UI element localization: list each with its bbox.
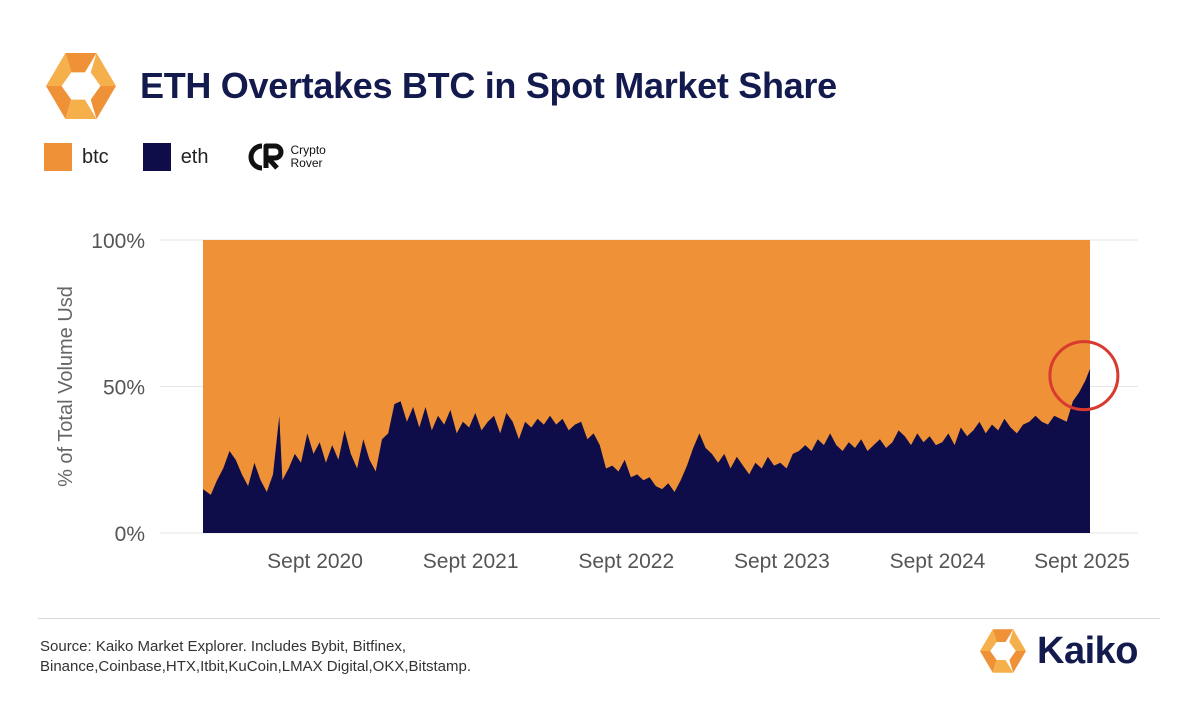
legend: btc eth Crypto Rover (44, 142, 326, 172)
watermark-line2: Rover (290, 156, 323, 170)
kaiko-logo-icon (46, 52, 116, 120)
x-tick-label: Sept 2023 (734, 550, 830, 573)
y-axis-ticks: 0% 50% 100% (91, 230, 145, 546)
x-tick-label: Sept 2024 (890, 550, 986, 573)
legend-item-btc: btc (44, 143, 109, 171)
y-tick-label: 50% (103, 377, 145, 400)
x-tick-label: Sept 2020 (267, 550, 363, 573)
page-title: ETH Overtakes BTC in Spot Market Share (140, 65, 837, 106)
brand-name: Kaiko (1037, 629, 1138, 672)
header: ETH Overtakes BTC in Spot Market Share (42, 46, 837, 126)
crypto-rover-watermark: Crypto Rover (245, 142, 326, 172)
source-line-1: Source: Kaiko Market Explorer. Includes … (40, 638, 406, 655)
footer-divider (38, 618, 1160, 619)
x-tick-label: Sept 2021 (423, 550, 519, 573)
legend-swatch-btc (44, 143, 72, 171)
eth-area (203, 368, 1090, 533)
legend-swatch-eth (142, 143, 171, 171)
highlight-circle (1048, 340, 1120, 412)
y-axis-label: % of Total Volume Usd (55, 286, 77, 487)
legend-item-eth: eth (142, 143, 209, 171)
y-tick-label: 100% (91, 230, 145, 253)
x-axis-ticks: Sept 2020 Sept 2021 Sept 2022 Sept 2023 Sept… (267, 550, 1130, 573)
legend-label-btc: btc (82, 145, 109, 168)
x-tick-label: Sept 2022 (578, 550, 674, 573)
y-tick-label: 0% (115, 523, 145, 546)
source-line-2: Binance,Coinbase,HTX,Itbit,KuCoin,LMAX D… (40, 658, 472, 675)
kaiko-logo-icon (980, 629, 1027, 673)
watermark-line1: Crypto (290, 143, 326, 157)
crypto-rover-icon (248, 143, 283, 171)
legend-label-eth: eth (180, 145, 209, 168)
source-note: Source: Kaiko Market Explorer. Includes … (40, 637, 600, 677)
x-tick-label: Sept 2025 (1034, 550, 1130, 573)
market-share-chart: 0%50%100% Sept 2020 Sept 2021 Sept 2022 Sep… (55, 230, 1138, 573)
kaiko-brand: Kaiko (977, 628, 1138, 674)
